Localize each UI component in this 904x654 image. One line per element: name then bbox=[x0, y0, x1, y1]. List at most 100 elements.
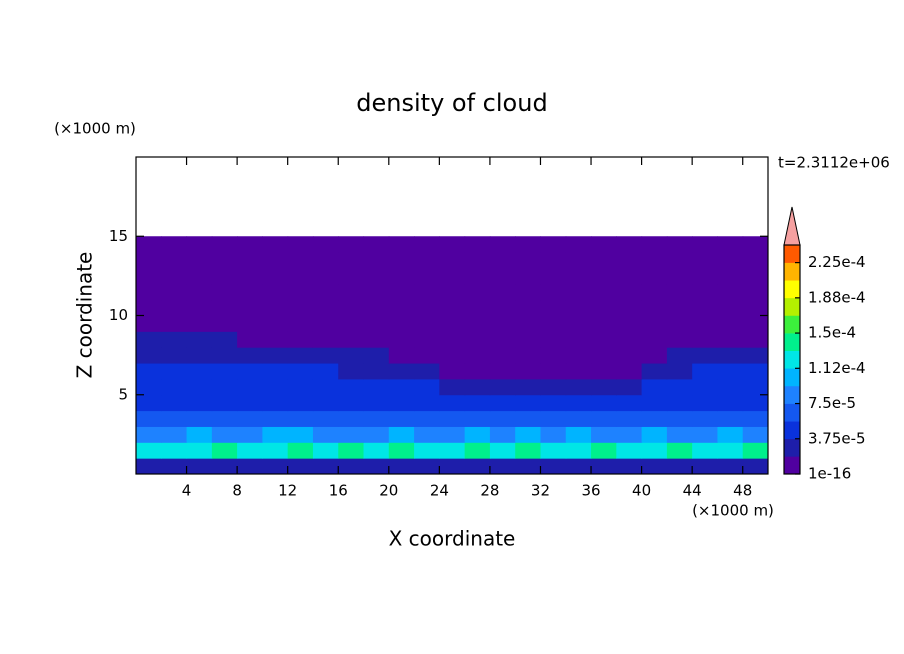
field-cell bbox=[338, 267, 365, 285]
field-cell bbox=[211, 252, 238, 269]
field-cell bbox=[136, 236, 162, 253]
field-cell bbox=[161, 426, 188, 443]
field-cell bbox=[338, 442, 365, 459]
x-unit: (×1000 m) bbox=[692, 502, 774, 520]
field-cell bbox=[616, 410, 643, 427]
field-cell bbox=[186, 283, 213, 301]
field-cell bbox=[237, 458, 263, 475]
y-unit: (×1000 m) bbox=[54, 120, 136, 138]
field-cell bbox=[616, 347, 643, 364]
field-cell bbox=[641, 378, 668, 396]
field-cell bbox=[515, 442, 541, 459]
field-cell bbox=[363, 315, 390, 332]
field-cell bbox=[211, 299, 238, 316]
field-cell bbox=[363, 426, 390, 443]
field-cell bbox=[312, 347, 339, 364]
field-cell bbox=[211, 426, 238, 443]
field-cell bbox=[237, 394, 263, 412]
field-cell bbox=[136, 299, 162, 316]
field-cell bbox=[161, 299, 188, 316]
field-cell bbox=[414, 394, 440, 412]
field-cell bbox=[540, 442, 567, 459]
field-cell bbox=[237, 378, 263, 396]
y-tick-label: 5 bbox=[118, 385, 128, 403]
field-cell bbox=[692, 363, 718, 380]
field-cell bbox=[338, 315, 365, 332]
field-cell bbox=[565, 394, 592, 412]
field-cell bbox=[464, 331, 491, 348]
field-cell bbox=[211, 347, 238, 364]
x-tick-label: 20 bbox=[379, 482, 398, 500]
field-cell bbox=[388, 442, 415, 459]
field-cell bbox=[742, 236, 769, 253]
field-cell bbox=[161, 442, 188, 459]
field-cell bbox=[692, 267, 718, 285]
field-cell bbox=[489, 315, 516, 332]
field-cell bbox=[338, 299, 365, 316]
field-cell bbox=[439, 363, 466, 380]
field-cell bbox=[616, 252, 643, 269]
field-cell bbox=[136, 394, 162, 412]
field-cell bbox=[565, 299, 592, 316]
field-cell bbox=[540, 410, 567, 427]
field-cell bbox=[186, 378, 213, 396]
field-cell bbox=[565, 283, 592, 301]
field-cell bbox=[641, 363, 668, 380]
field-cell bbox=[312, 378, 339, 396]
field-cell bbox=[363, 442, 390, 459]
field-cell bbox=[161, 410, 188, 427]
field-cell bbox=[489, 378, 516, 396]
field-cell bbox=[312, 410, 339, 427]
field-cell bbox=[515, 283, 541, 301]
field-cell bbox=[388, 252, 415, 269]
field-cell bbox=[666, 331, 693, 348]
x-tick-label: 16 bbox=[329, 482, 348, 500]
colorbar-bin bbox=[784, 456, 800, 475]
field-cell bbox=[591, 315, 617, 332]
field-cell bbox=[312, 331, 339, 348]
field-cell bbox=[742, 458, 769, 475]
colorbar-label: 3.75e-5 bbox=[808, 429, 866, 447]
field-cell bbox=[692, 252, 718, 269]
field-cell bbox=[540, 347, 567, 364]
field-cell bbox=[717, 363, 744, 380]
field-cell bbox=[565, 442, 592, 459]
field-cell bbox=[616, 331, 643, 348]
field-cell bbox=[717, 394, 744, 412]
field-cell bbox=[363, 363, 390, 380]
field-cell bbox=[262, 267, 289, 285]
field-cell bbox=[616, 442, 643, 459]
field-cell bbox=[464, 283, 491, 301]
field-cell bbox=[262, 236, 289, 253]
field-cell bbox=[565, 458, 592, 475]
x-tick-label: 44 bbox=[683, 482, 702, 500]
field-cell bbox=[312, 363, 339, 380]
field-cell bbox=[540, 378, 567, 396]
field-cell bbox=[136, 458, 162, 475]
field-cell bbox=[515, 315, 541, 332]
field-cell bbox=[211, 331, 238, 348]
field-cell bbox=[641, 267, 668, 285]
field-cell bbox=[565, 315, 592, 332]
field-cell bbox=[312, 426, 339, 443]
field-cell bbox=[363, 299, 390, 316]
field-cell bbox=[591, 347, 617, 364]
field-cell bbox=[591, 442, 617, 459]
field-cell bbox=[692, 458, 718, 475]
field-cell bbox=[742, 252, 769, 269]
field-cell bbox=[312, 442, 339, 459]
field-cell bbox=[515, 378, 541, 396]
field-cell bbox=[186, 426, 213, 443]
field-cell bbox=[338, 252, 365, 269]
field-cell bbox=[565, 410, 592, 427]
field-cell bbox=[388, 283, 415, 301]
field-cell bbox=[464, 442, 491, 459]
field-cell bbox=[237, 267, 263, 285]
x-tick-label: 8 bbox=[232, 482, 242, 500]
field-cell bbox=[186, 442, 213, 459]
field-cell bbox=[338, 378, 365, 396]
colorbar-bin bbox=[784, 350, 800, 369]
field-cell bbox=[186, 394, 213, 412]
field-cell bbox=[742, 331, 769, 348]
field-cell bbox=[262, 378, 289, 396]
